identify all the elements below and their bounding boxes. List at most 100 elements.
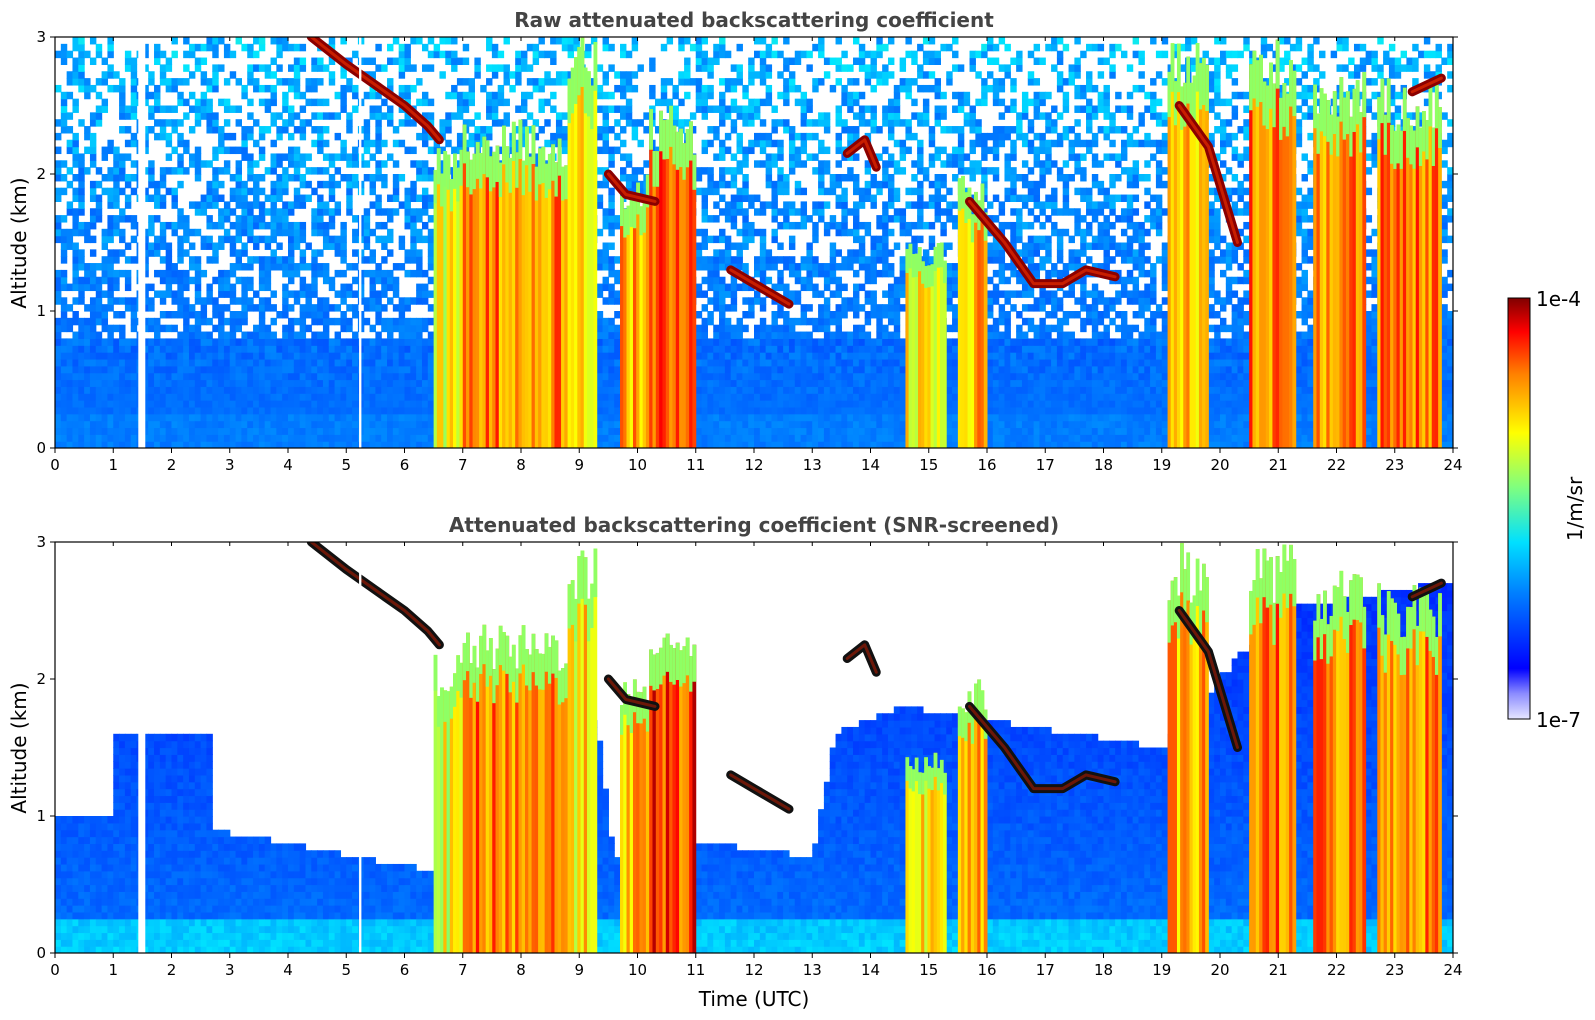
heatmap-cell bbox=[765, 174, 773, 182]
heatmap-cell bbox=[416, 434, 423, 442]
heatmap-cell bbox=[602, 352, 609, 360]
heatmap-cell bbox=[78, 71, 85, 79]
heatmap-cell bbox=[229, 372, 237, 381]
heatmap-cell bbox=[270, 413, 277, 422]
heatmap-cell bbox=[777, 153, 784, 161]
heatmap-cell bbox=[788, 235, 796, 244]
heatmap-cell bbox=[218, 372, 225, 381]
heatmap-cell bbox=[783, 290, 790, 298]
heatmap-cell bbox=[200, 43, 208, 52]
heatmap-cell bbox=[724, 132, 732, 141]
heatmap-cell bbox=[206, 126, 213, 134]
heatmap-cell bbox=[724, 78, 732, 86]
heatmap-cell bbox=[788, 324, 796, 333]
heatmap-cell bbox=[387, 119, 394, 127]
heatmap-cell bbox=[765, 372, 773, 381]
heatmap-cell bbox=[695, 167, 703, 175]
heatmap-cell bbox=[794, 434, 802, 442]
heatmap-cell bbox=[247, 345, 254, 353]
heatmap-cell bbox=[334, 365, 342, 374]
heatmap-cell bbox=[695, 105, 703, 113]
heatmap-cell bbox=[66, 78, 74, 86]
heatmap-cell bbox=[253, 331, 260, 339]
heatmap-cell bbox=[258, 365, 266, 374]
heatmap-cell bbox=[235, 194, 242, 202]
heatmap-cell bbox=[427, 119, 435, 127]
heatmap-cell bbox=[113, 146, 120, 155]
heatmap-cell bbox=[72, 221, 79, 230]
heatmap-cell bbox=[346, 201, 353, 209]
heatmap-cell bbox=[72, 338, 79, 346]
heatmap-cell bbox=[264, 276, 272, 285]
heatmap-cell bbox=[322, 167, 330, 175]
heatmap-cell bbox=[334, 208, 342, 216]
heatmap-cell bbox=[253, 406, 260, 415]
heatmap-cell bbox=[392, 324, 400, 333]
heatmap-cell bbox=[404, 324, 411, 333]
heatmap-cell bbox=[165, 283, 173, 292]
heatmap-cell bbox=[119, 345, 126, 353]
heatmap-cell bbox=[352, 406, 359, 415]
heatmap-cell bbox=[159, 126, 167, 134]
heatmap-cell bbox=[235, 420, 242, 429]
heatmap-cell bbox=[777, 345, 784, 353]
heatmap-cell bbox=[375, 379, 382, 387]
heatmap-cell bbox=[101, 393, 109, 401]
heatmap-cell bbox=[60, 174, 68, 182]
heatmap-cell bbox=[107, 420, 114, 429]
heatmap-cell bbox=[101, 304, 109, 312]
heatmap-cell bbox=[771, 413, 778, 422]
heatmap-cell bbox=[532, 160, 540, 168]
heatmap-cell bbox=[637, 64, 644, 72]
heatmap-cell bbox=[55, 160, 62, 168]
heatmap-cell bbox=[748, 400, 755, 408]
heatmap-cell bbox=[608, 228, 615, 237]
heatmap-cell bbox=[299, 174, 307, 182]
heatmap-cell bbox=[171, 345, 178, 353]
heatmap-cell bbox=[218, 413, 225, 422]
heatmap-cell bbox=[340, 420, 347, 429]
heatmap-cell bbox=[317, 78, 324, 86]
heatmap-cell bbox=[736, 167, 743, 175]
heatmap-cell bbox=[78, 57, 85, 65]
heatmap-cell bbox=[771, 187, 778, 196]
heatmap-cell bbox=[258, 146, 266, 155]
heatmap-cell bbox=[264, 393, 272, 401]
heatmap-cell bbox=[748, 345, 755, 353]
heatmap-cell bbox=[142, 400, 149, 408]
heatmap-cell bbox=[229, 297, 237, 305]
heatmap-cell bbox=[754, 160, 761, 168]
heatmap-cell bbox=[113, 256, 120, 264]
heatmap-cell bbox=[730, 434, 738, 442]
heatmap-cell bbox=[154, 358, 161, 367]
heatmap-cell bbox=[305, 98, 312, 107]
heatmap-cell bbox=[643, 126, 650, 134]
heatmap-cell bbox=[119, 386, 126, 394]
heatmap-cell bbox=[334, 153, 342, 161]
heatmap-cell bbox=[84, 441, 91, 448]
heatmap-cell bbox=[317, 338, 324, 346]
heatmap-cell bbox=[113, 379, 120, 387]
heatmap-cell bbox=[159, 242, 167, 250]
heatmap-cell bbox=[223, 269, 231, 278]
heatmap-cell bbox=[72, 441, 79, 448]
heatmap-cell bbox=[614, 324, 621, 333]
heatmap-cell bbox=[439, 126, 446, 134]
heatmap-cell bbox=[154, 352, 161, 360]
heatmap-cell bbox=[113, 393, 120, 401]
heatmap-cell bbox=[392, 400, 400, 408]
heatmap-cell bbox=[346, 400, 353, 408]
heatmap-cell bbox=[765, 345, 773, 353]
heatmap-cell bbox=[66, 427, 74, 435]
heatmap-cell bbox=[66, 91, 74, 100]
heatmap-cell bbox=[206, 427, 213, 435]
heatmap-cell bbox=[421, 269, 429, 278]
heatmap-cell bbox=[258, 132, 266, 141]
heatmap-cell bbox=[771, 37, 778, 45]
heatmap-cell bbox=[759, 331, 767, 339]
heatmap-cell bbox=[754, 324, 761, 333]
heatmap-cell bbox=[346, 386, 353, 394]
heatmap-cell bbox=[247, 393, 254, 401]
heatmap-cell bbox=[736, 434, 743, 442]
heatmap-cell bbox=[765, 276, 773, 285]
